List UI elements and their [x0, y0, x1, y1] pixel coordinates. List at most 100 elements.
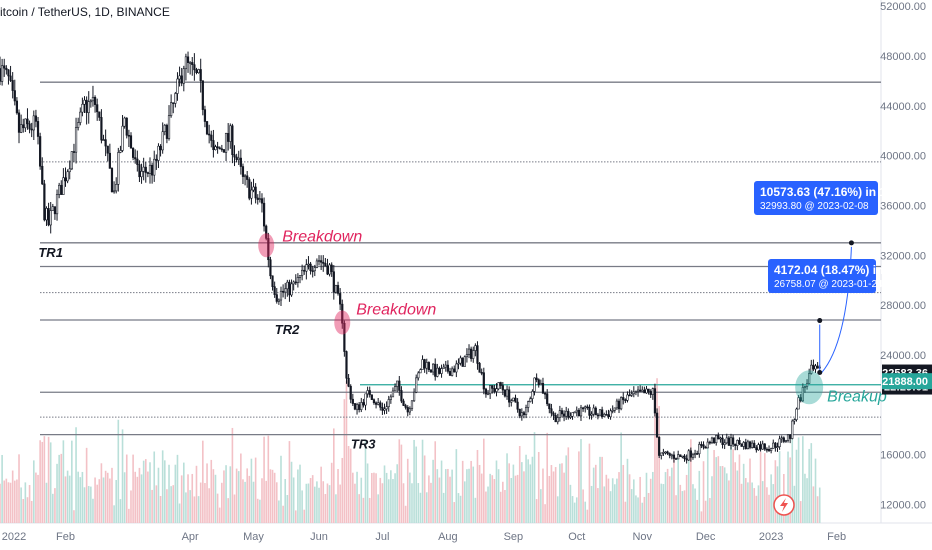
- candle-body: [700, 444, 703, 446]
- volume-bar: [730, 438, 732, 523]
- y-axis[interactable]: 52000.00 48000.00 44000.00 40000.00 36000.00…: [880, 1, 932, 511]
- volume-bar: [368, 497, 371, 523]
- candle-body: [180, 75, 183, 84]
- volume-bar: [337, 469, 339, 523]
- volume-bar: [719, 466, 722, 523]
- x-tick-label: 2023: [759, 531, 783, 543]
- volume-bar: [531, 456, 534, 523]
- volume-bar: [309, 478, 312, 523]
- lightning-button[interactable]: [773, 494, 795, 516]
- volume-bar: [301, 490, 303, 523]
- volume-bar: [639, 476, 641, 523]
- volume-bar: [590, 485, 593, 523]
- volume-bar: [144, 459, 147, 523]
- candle-body: [474, 345, 477, 351]
- candle-body: [742, 442, 745, 447]
- volume-bar: [747, 482, 749, 523]
- volume-bar: [358, 494, 360, 523]
- candle-body: [317, 260, 321, 262]
- candle-body: [201, 80, 204, 110]
- volume-bar: [392, 479, 394, 523]
- volume-bar: [542, 468, 544, 523]
- candle-body: [630, 393, 633, 396]
- x-tick-label: Jun: [310, 531, 328, 543]
- volume-bar: [732, 449, 734, 523]
- candle-body: [313, 267, 316, 272]
- candle-body: [286, 281, 289, 290]
- candle-body: [294, 281, 297, 284]
- x-tick-label: Dec: [696, 531, 716, 543]
- volume-bar: [415, 446, 418, 523]
- candle-body: [550, 408, 553, 414]
- candle-body: [153, 158, 156, 176]
- candle-body: [569, 415, 572, 418]
- candle-body: [20, 124, 23, 133]
- volume-bar: [567, 447, 570, 523]
- volume-bar: [305, 483, 308, 523]
- candle-body: [539, 383, 542, 386]
- volume-bar: [322, 481, 325, 523]
- volume-bar: [491, 475, 494, 523]
- candle-body: [588, 406, 591, 416]
- volume-bar: [316, 481, 318, 523]
- volume-bar: [231, 427, 234, 523]
- volume-bar: [210, 459, 213, 523]
- volume-bar: [199, 482, 202, 523]
- candle-body: [617, 400, 621, 410]
- volume-bar: [360, 477, 363, 523]
- x-tick-label: Nov: [632, 531, 652, 543]
- volume-bar: [818, 487, 821, 523]
- candle-body: [43, 183, 46, 221]
- candle-body: [548, 403, 551, 410]
- volume-bar: [656, 378, 658, 523]
- candle-body: [461, 357, 464, 367]
- candle-body: [362, 402, 365, 406]
- candle-body: [182, 68, 185, 84]
- volume-bar: [246, 468, 248, 523]
- volume-bar: [791, 422, 794, 523]
- candle-body: [704, 446, 707, 449]
- volume-bar: [45, 482, 48, 523]
- candle-body: [543, 392, 547, 395]
- volume-bar: [556, 496, 559, 523]
- volume-bar: [294, 510, 297, 523]
- candle-body: [736, 440, 739, 446]
- volume-bar: [52, 493, 54, 523]
- volume-bar: [605, 474, 608, 523]
- volume-bar: [187, 474, 189, 523]
- volume-bar: [461, 460, 464, 523]
- candle-body: [491, 385, 494, 389]
- volume-bar: [485, 491, 487, 523]
- candle-body: [176, 78, 179, 94]
- candle-body: [85, 99, 88, 113]
- volume-bar: [396, 464, 398, 523]
- volume-bar: [75, 427, 77, 523]
- candle-body: [298, 275, 302, 278]
- volume-bar: [518, 446, 521, 523]
- volume-bar: [711, 476, 713, 523]
- target-callout-2: [768, 259, 876, 293]
- candle-body: [220, 148, 223, 151]
- candle-body: [66, 171, 69, 182]
- candle-body: [279, 290, 283, 301]
- volume-bar: [123, 472, 126, 523]
- candle-body: [601, 409, 604, 417]
- volume-bar: [681, 491, 684, 523]
- volume-bar: [444, 469, 447, 523]
- volume-bar: [100, 463, 103, 523]
- candle-body: [328, 264, 331, 275]
- volume-bar: [816, 496, 819, 523]
- candle-body: [719, 437, 722, 440]
- tr1-label: TR1: [38, 245, 63, 260]
- volume-bar: [413, 439, 415, 523]
- candle-body: [41, 165, 44, 185]
- candle-body: [353, 403, 357, 410]
- volume-bar: [406, 458, 409, 523]
- x-axis[interactable]: 2022 Feb Apr May Jun Jul Aug Sep Oct Nov Dec 2023 Fe…: [2, 531, 846, 543]
- volume-bar: [98, 479, 101, 523]
- y-tick-label: 24000.00: [880, 350, 926, 362]
- candle-body: [332, 271, 335, 293]
- annotations: TR1 TR2 TR3 Breakdown Breakdown Breakup 10573.…: [38, 181, 900, 452]
- volume-bar: [592, 467, 595, 523]
